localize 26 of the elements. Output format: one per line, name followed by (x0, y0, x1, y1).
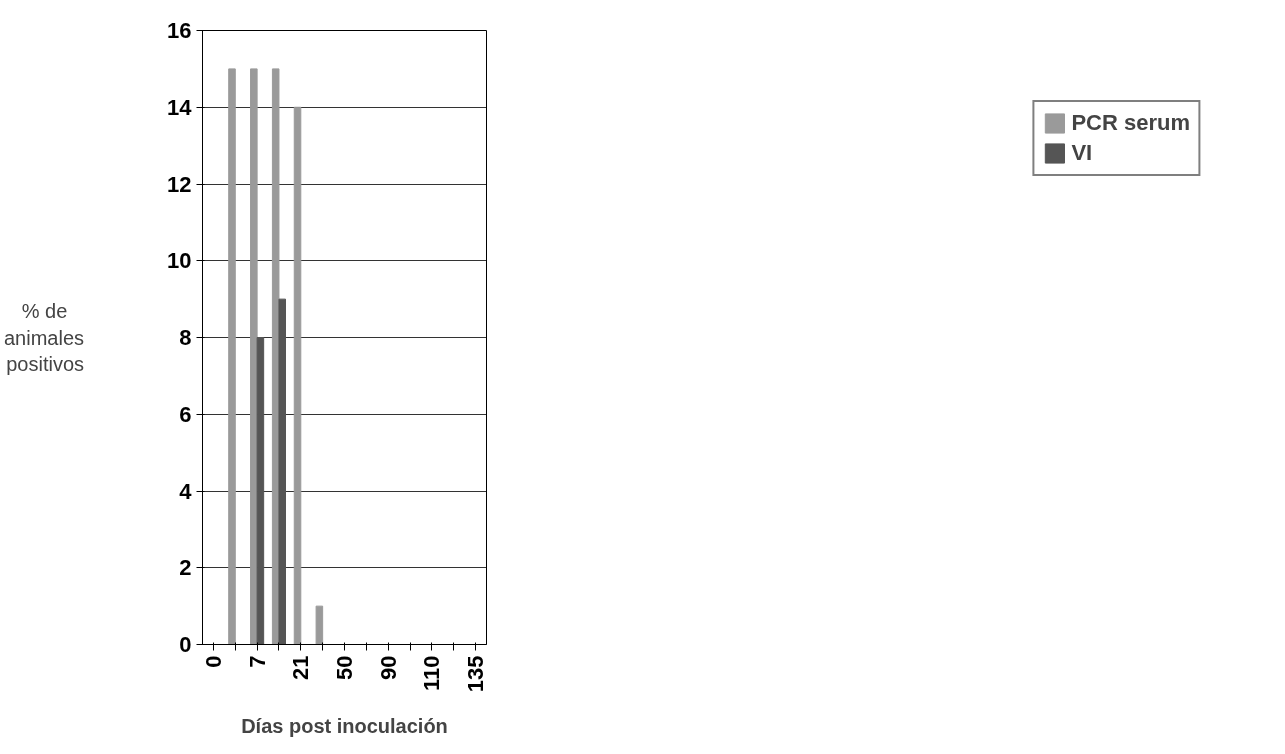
bar (271, 68, 280, 645)
x-tick-label: 110 (419, 655, 445, 691)
y-tick-label: 12 (167, 171, 192, 197)
bar (256, 337, 265, 645)
y-tick-label: 6 (179, 401, 192, 427)
x-tick-label: 90 (375, 655, 401, 680)
x-tick-label: 50 (332, 655, 357, 680)
y-axis-title: % de animales positivos (3, 300, 85, 375)
x-tick-label: 7 (244, 655, 270, 668)
x-tick-label: 135 (463, 655, 489, 693)
x-tick-label: 21 (288, 655, 314, 680)
x-axis-title: Días post inoculación (241, 715, 448, 738)
y-tick-label: 16 (167, 18, 192, 43)
bar (250, 68, 258, 645)
bar (293, 106, 302, 645)
y-tick-label: 8 (179, 325, 192, 350)
y-tick-label: 4 (179, 478, 193, 504)
y-tick-label: 2 (179, 555, 192, 581)
legend-label: PCR serum (1071, 110, 1190, 136)
x-tick-label: 0 (200, 655, 226, 668)
legend-label: VI (1071, 140, 1093, 166)
bar (228, 68, 236, 645)
bar (315, 605, 324, 645)
bar (278, 298, 287, 645)
y-tick-label: 14 (167, 94, 193, 120)
y-tick-label: 10 (167, 248, 192, 274)
